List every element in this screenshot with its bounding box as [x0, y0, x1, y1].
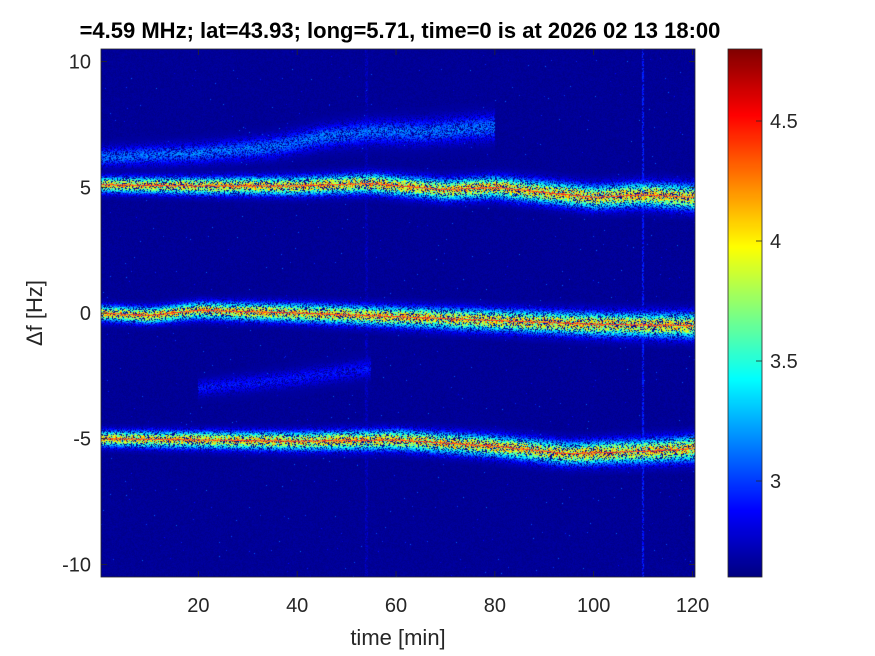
- ridge-line-2: [100, 309, 695, 327]
- colorbar-gradient: [728, 49, 762, 577]
- ridge-lines: [100, 183, 695, 455]
- colorbar-ticks: 3 3.5 4 4.5: [756, 111, 798, 493]
- y-axis-label: Δf [Hz]: [22, 280, 47, 346]
- x-tick-label: 20: [187, 595, 209, 617]
- heatmap-image: [101, 49, 695, 577]
- colorbar: 3 3.5 4 4.5: [727, 48, 798, 578]
- colorbar-tick-label: 3.5: [770, 351, 798, 373]
- colorbar-tick-label: 4: [770, 231, 781, 253]
- y-tick-label: 10: [69, 52, 91, 74]
- y-tick-label: -5: [73, 429, 91, 451]
- colorbar-tick-label: 4.5: [770, 111, 798, 133]
- x-tick-label: 40: [286, 595, 308, 617]
- x-tick-label: 100: [577, 595, 610, 617]
- y-tick-label: 5: [80, 177, 91, 199]
- x-tick-label: 60: [385, 595, 407, 617]
- y-axis: -10 -5 0 5 10: [62, 52, 695, 576]
- chart-title: =4.59 MHz; lat=43.93; long=5.71, time=0 …: [80, 18, 721, 43]
- colorbar-frame: [727, 48, 763, 578]
- plot-area: [100, 48, 696, 578]
- y-tick-label: -10: [62, 554, 91, 576]
- x-tick-label: 80: [484, 595, 506, 617]
- x-axis: 20 40 60 80 100 120: [187, 49, 709, 617]
- x-tick-label: 120: [676, 595, 709, 617]
- ridge-line-1: [100, 183, 695, 198]
- ridge-line-3: [100, 438, 695, 455]
- x-axis-label: time [min]: [350, 625, 445, 650]
- y-tick-label: 0: [80, 303, 91, 325]
- colorbar-tick-label: 3: [770, 471, 781, 493]
